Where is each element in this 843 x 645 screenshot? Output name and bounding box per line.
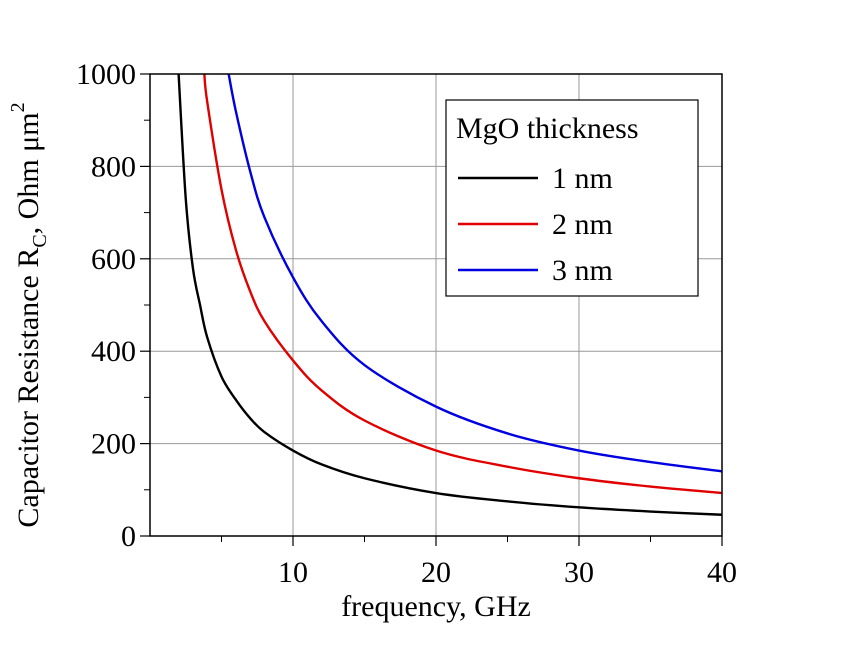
x-tick-label: 40 <box>707 556 737 589</box>
series-line-3 <box>227 73 723 473</box>
legend-label-1: 1 nm <box>552 162 613 195</box>
x-tick-label: 30 <box>564 556 594 589</box>
series-layer <box>177 73 723 516</box>
legend-label-2: 2 nm <box>552 208 613 241</box>
legend-label-3: 3 nm <box>552 254 613 287</box>
x-axis-title: frequency, GHz <box>341 590 531 623</box>
y-axis-title-subscript: C <box>29 234 51 247</box>
y-axis-title-unit: , Ohm μm <box>12 112 45 234</box>
legend-title: MgO thickness <box>456 112 639 145</box>
x-tick-label: 20 <box>421 556 451 589</box>
y-tick-label: 1000 <box>76 58 136 91</box>
y-axis-title: Capacitor Resistance RC, Ohm μm2 <box>7 102 51 527</box>
y-tick-labels: 0 200 400 600 800 1000 <box>76 58 136 553</box>
legend-box <box>445 99 699 297</box>
legend: MgO thickness 1 nm 2 nm 3 nm <box>445 99 699 297</box>
series-line-1 <box>177 73 723 516</box>
legend-items: 1 nm 2 nm 3 nm <box>458 162 613 287</box>
plot-frame <box>149 73 723 537</box>
y-tick-label: 400 <box>91 335 136 368</box>
series-line-2 <box>203 73 723 495</box>
y-tick-label: 0 <box>121 520 136 553</box>
y-axis-title-superscript: 2 <box>7 102 29 112</box>
minor-ticks <box>140 73 723 546</box>
y-axis-title-main: Capacitor Resistance R <box>12 248 45 528</box>
y-tick-label: 200 <box>91 428 136 461</box>
x-tick-label: 10 <box>278 556 308 589</box>
y-tick-label: 600 <box>91 243 136 276</box>
y-tick-label: 800 <box>91 150 136 183</box>
x-tick-labels: 10 20 30 40 <box>278 556 737 589</box>
